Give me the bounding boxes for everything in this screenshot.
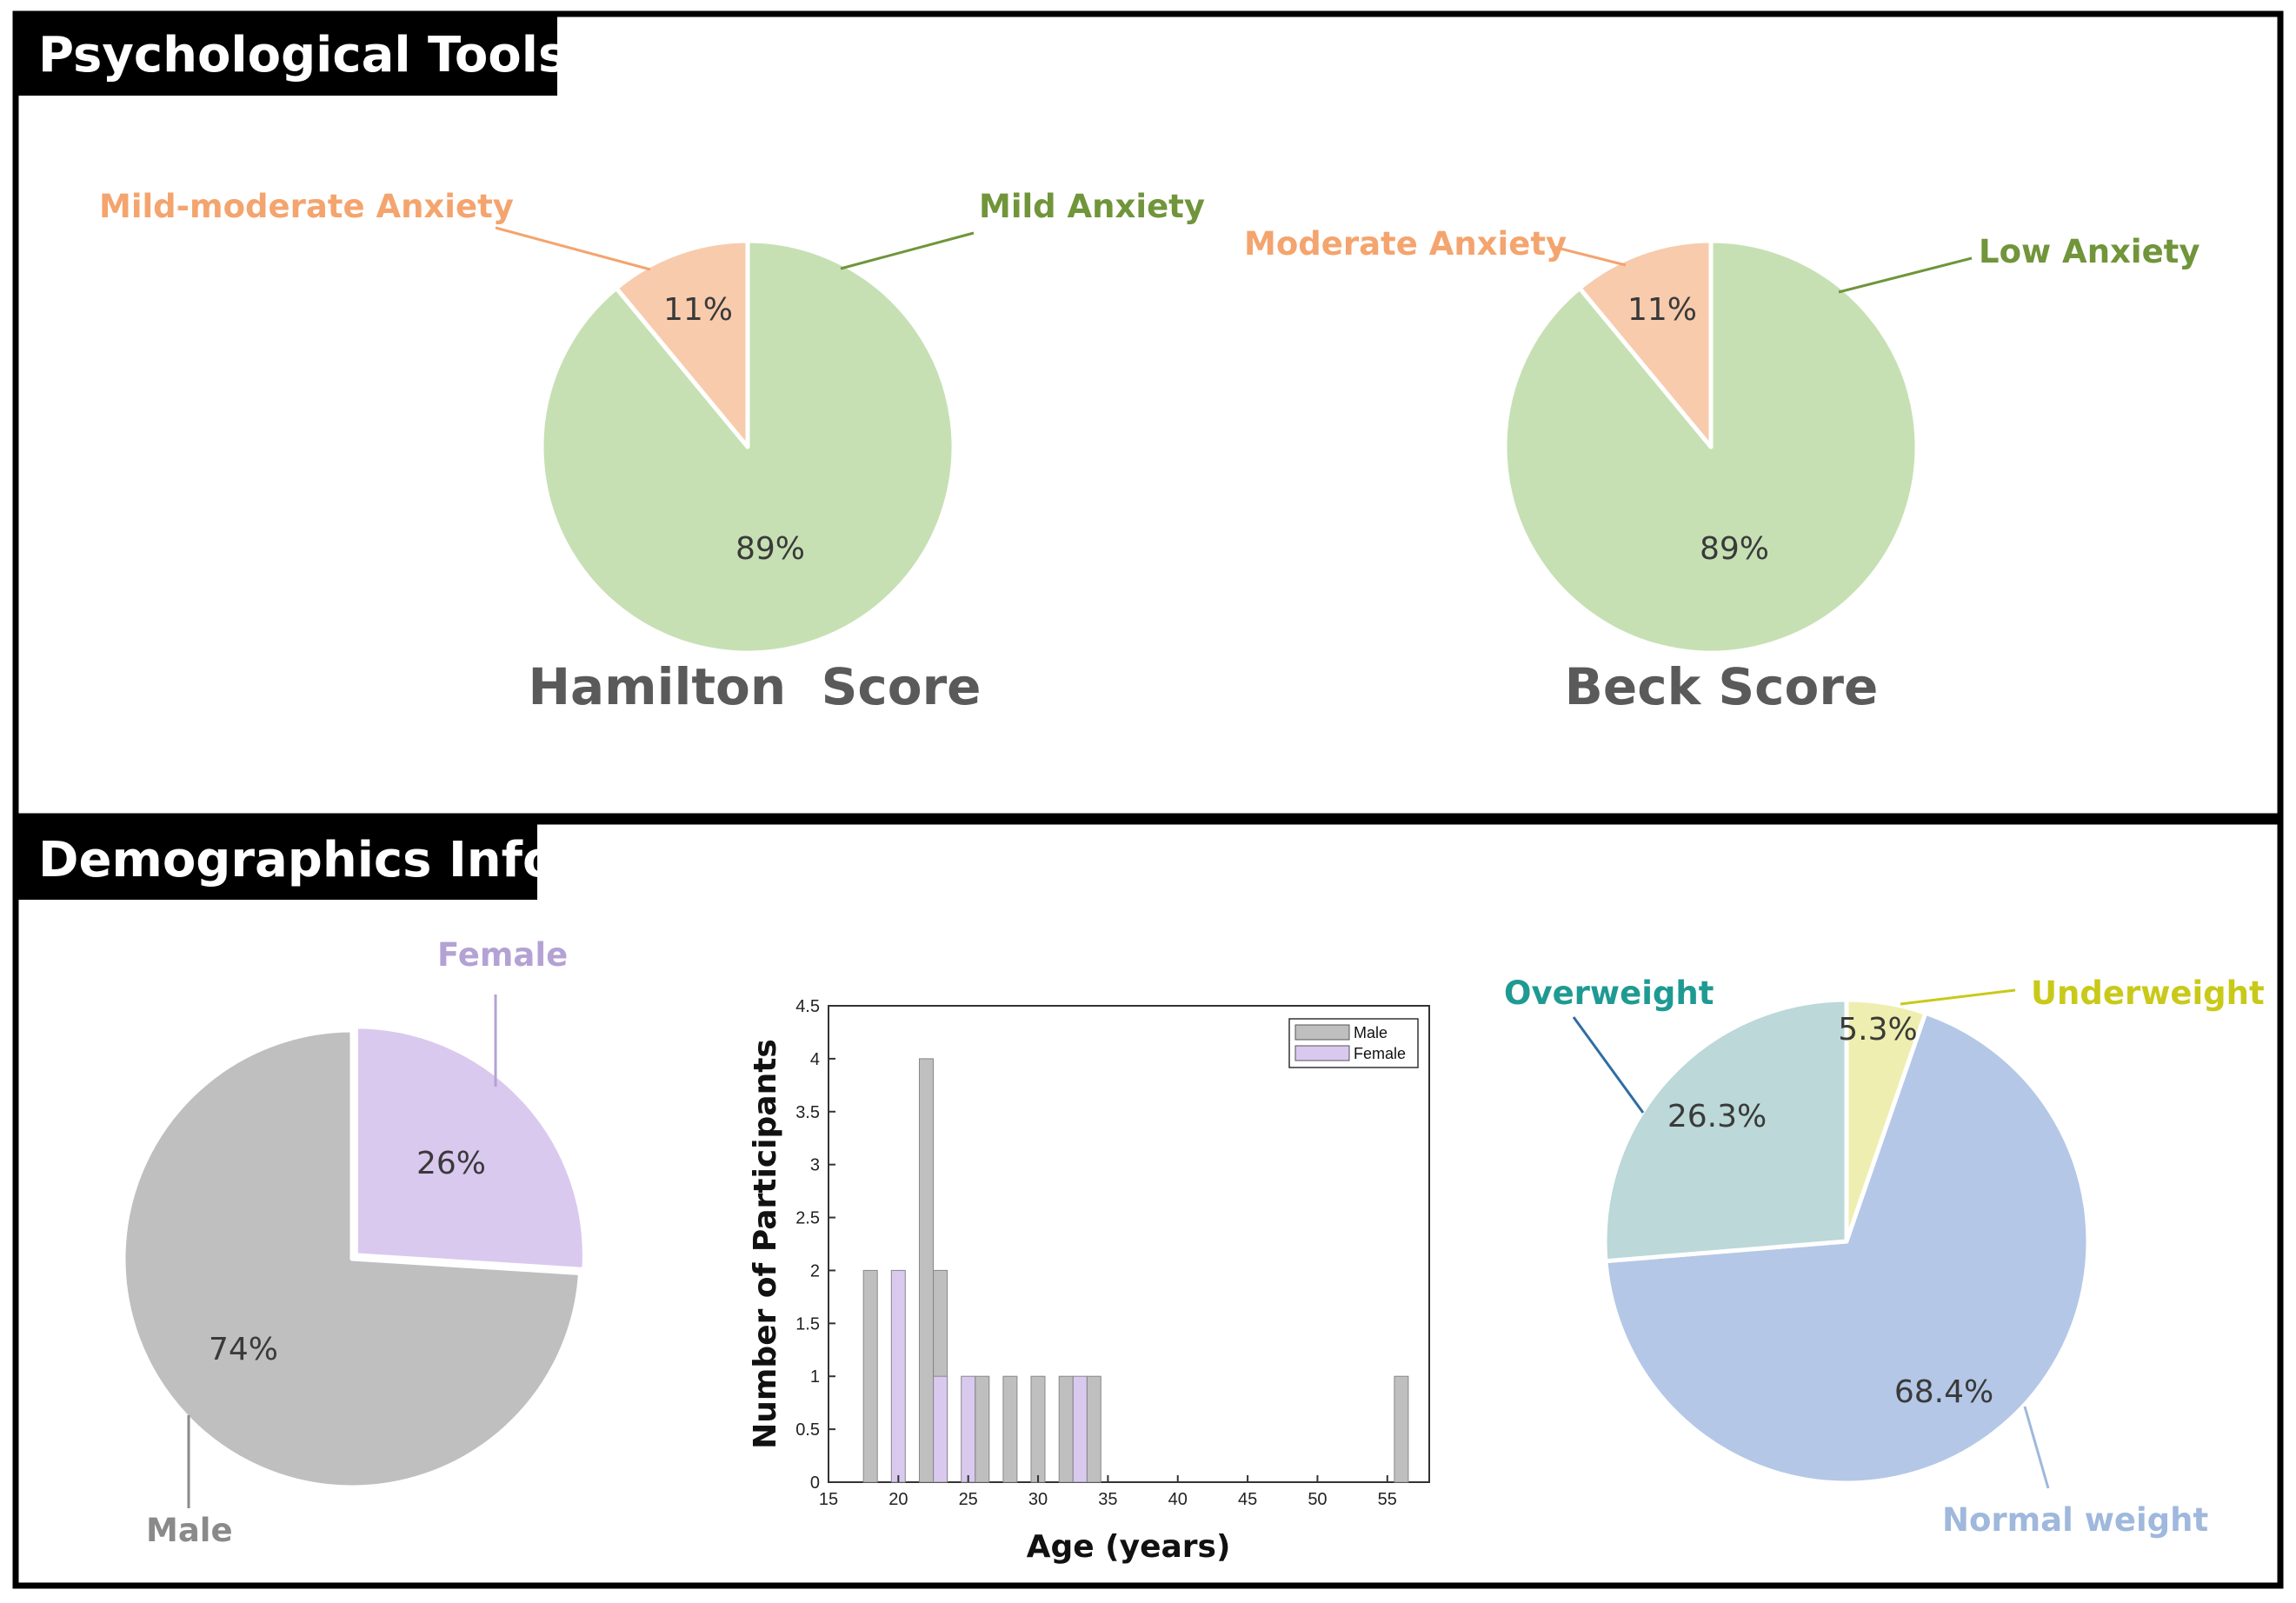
weight-pie-chart: 5.3% 68.4% 26.3% Underweight Normal weig…	[1504, 974, 2265, 1539]
hamilton-label-mild: Mild Anxiety	[979, 188, 1205, 225]
beck-pct-moderate: 11%	[1627, 292, 1697, 328]
gender-label-male: Male	[146, 1512, 233, 1549]
age-bar-female	[933, 1375, 948, 1483]
gender-pie-chart: 26% 74% Female Male	[121, 936, 587, 1549]
age-x-tick-label: 50	[1308, 1490, 1327, 1509]
age-x-tick-label: 25	[959, 1490, 978, 1509]
age-y-ticks: 0 0.5 1 1.5 2 2.5 3 3.5 4 4.5	[795, 997, 835, 1493]
age-bar-male	[1002, 1375, 1018, 1483]
age-x-tick-label: 30	[1028, 1490, 1048, 1509]
beck-label-low: Low Anxiety	[1979, 233, 2200, 270]
age-x-tick-label: 45	[1238, 1490, 1257, 1509]
beck-title: Beck Score	[1565, 657, 1879, 716]
beck-leader-moderate	[1549, 244, 1627, 267]
age-bar-male	[1086, 1375, 1101, 1483]
age-x-tick-label: 35	[1098, 1490, 1117, 1509]
psychological-panel	[12, 10, 2284, 820]
weight-label-underweight: Underweight	[2031, 974, 2265, 1012]
hamilton-label-mild-moderate: Mild-moderate Anxiety	[99, 188, 514, 225]
age-y-tick-label: 2	[810, 1261, 820, 1280]
weight-leader-underweight	[1900, 988, 2016, 1006]
age-x-tick-label: 20	[888, 1490, 908, 1509]
age-legend-male: Male	[1354, 1024, 1388, 1041]
weight-leader-overweight	[1572, 1016, 1645, 1114]
beck-label-moderate: Moderate Anxiety	[1244, 225, 1567, 263]
weight-slice-overweight	[1602, 997, 1849, 1264]
hamilton-leader-mild-moderate	[495, 226, 651, 271]
age-y-tick-label: 0.5	[795, 1420, 820, 1440]
age-x-tick-label: 40	[1168, 1490, 1188, 1509]
age-y-tick-label: 2.5	[795, 1209, 820, 1228]
age-bar-female	[961, 1375, 976, 1483]
age-y-tick-label: 0	[810, 1473, 820, 1493]
age-bar-female	[890, 1269, 906, 1483]
age-bar-male	[919, 1058, 934, 1483]
beck-pct-low: 89%	[1700, 531, 1769, 567]
gender-slice-male	[121, 1028, 582, 1490]
weight-pct-normal: 68.4%	[1894, 1374, 1993, 1410]
weight-leader-normal	[2023, 1406, 2050, 1489]
demographics-title: Demographics Info	[38, 832, 556, 888]
age-legend-swatch-male	[1294, 1024, 1350, 1041]
age-y-axis-label: Number of Participants	[748, 1039, 783, 1449]
gender-pct-male: 74%	[209, 1332, 278, 1367]
hamilton-pct-mild-moderate: 11%	[663, 292, 733, 328]
age-y-tick-label: 1.5	[795, 1314, 820, 1334]
beck-pie-chart: 89% 11% Low Anxiety Moderate Anxiety Bec…	[1244, 225, 2200, 716]
age-bar-male	[862, 1269, 878, 1483]
hamilton-title: Hamilton Score	[528, 657, 981, 716]
age-y-tick-label: 4	[810, 1050, 820, 1069]
age-bars	[862, 1058, 1409, 1483]
age-bar-male	[1058, 1375, 1074, 1483]
age-x-ticks: 15 20 25 30 35 40 45 50 55	[819, 1475, 1397, 1509]
age-bar-female	[1072, 1375, 1088, 1483]
age-bar-male	[975, 1375, 990, 1483]
age-legend-swatch-female	[1294, 1045, 1350, 1061]
age-legend: Male Female	[1288, 1018, 1419, 1068]
demographics-title-bar	[16, 821, 537, 900]
weight-slice-normal-weight	[1603, 1010, 2091, 1486]
age-x-tick-label: 55	[1378, 1490, 1397, 1509]
age-y-tick-label: 3.5	[795, 1103, 820, 1122]
hamilton-pct-mild: 89%	[735, 531, 805, 567]
hamilton-slice-mild-moderate-anxiety	[614, 238, 750, 449]
age-plot-area	[828, 1005, 1430, 1483]
weight-label-overweight: Overweight	[1504, 974, 1714, 1012]
psychological-title: Psychological Tools	[38, 27, 567, 83]
age-y-tick-label: 4.5	[795, 997, 820, 1016]
hamilton-pie-chart: 89% 11% Mild Anxiety Mild-moderate Anxie…	[99, 188, 1205, 716]
age-x-axis-label: Age (years)	[1027, 1529, 1231, 1565]
weight-pct-overweight: 26.3%	[1667, 1099, 1767, 1134]
weight-label-normal: Normal weight	[1942, 1501, 2208, 1539]
beck-leader-low	[1838, 256, 1973, 294]
age-legend-female: Female	[1354, 1045, 1406, 1062]
age-histogram: 15 20 25 30 35 40 45 50 55 0 0.5 1 1.5 2…	[748, 997, 1430, 1565]
gender-slice-female	[353, 1024, 587, 1272]
gender-pct-female: 26%	[416, 1146, 486, 1181]
psychological-title-bar	[16, 14, 557, 96]
weight-pct-underweight: 5.3%	[1838, 1012, 1917, 1048]
beck-slice-moderate-anxiety	[1577, 238, 1714, 449]
age-bar-male	[1394, 1375, 1409, 1483]
hamilton-leader-mild	[840, 231, 975, 270]
age-bar-male	[1030, 1375, 1046, 1483]
gender-label-female: Female	[437, 936, 568, 974]
age-y-tick-label: 3	[810, 1156, 820, 1175]
age-y-tick-label: 1	[810, 1367, 820, 1387]
age-x-tick-label: 15	[819, 1490, 838, 1509]
